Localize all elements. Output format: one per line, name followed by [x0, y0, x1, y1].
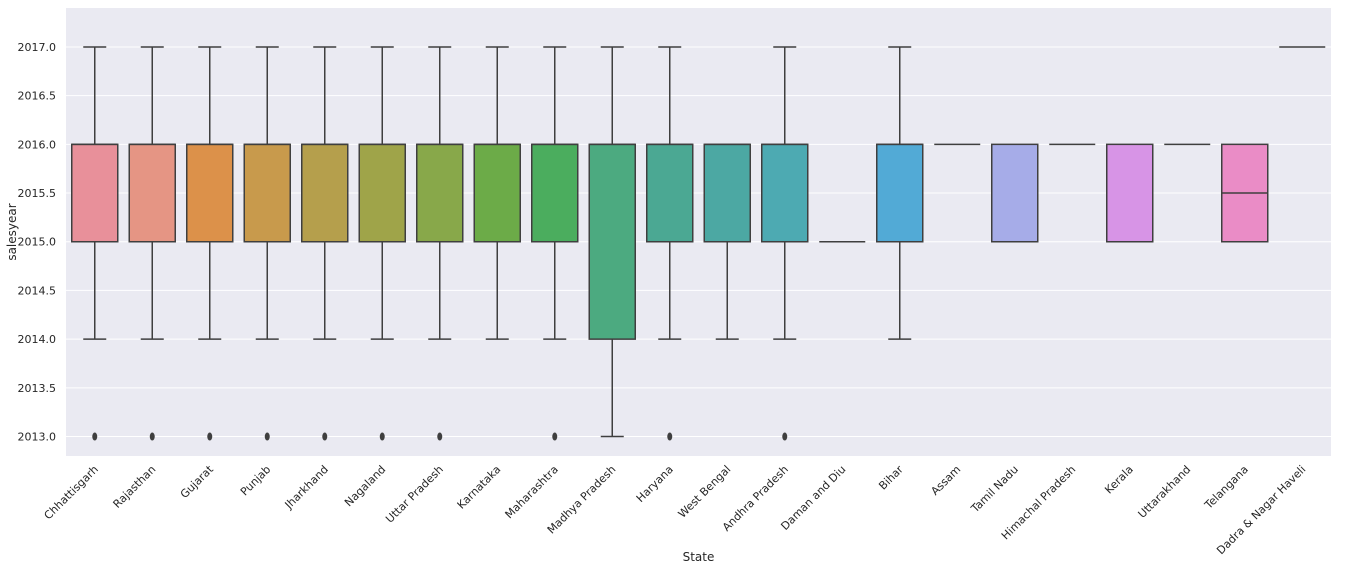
box-body [128, 143, 176, 243]
box-body [358, 143, 406, 243]
outlier-point [92, 432, 98, 441]
x-axis-title: State [683, 550, 715, 564]
box-body [646, 143, 694, 243]
x-axis-ticks: Chhattisgarh Rajasthan Gujarat Punjab Jharkh… [42, 462, 1309, 557]
x-tick-label: West Bengal [676, 463, 734, 521]
box-body [1106, 143, 1154, 243]
box-series [71, 46, 1326, 441]
box-body [991, 143, 1039, 243]
x-tick-label: Maharashtra [503, 463, 561, 521]
box-body [703, 143, 751, 243]
box-tamil-nadu [991, 143, 1039, 243]
box-nagaland [358, 46, 406, 441]
box-jharkhand [301, 46, 349, 441]
outlier-point [264, 432, 270, 441]
x-tick-label: Rajasthan [111, 463, 159, 511]
outlier-point [149, 432, 155, 441]
y-tick-label: 2017.0 [18, 41, 57, 54]
box-west-bengal [703, 143, 751, 340]
y-tick-label: 2015.0 [18, 236, 57, 249]
x-tick-label: Bihar [876, 463, 906, 493]
x-tick-label: Tamil Nadu [968, 463, 1021, 516]
box-kerala [1106, 143, 1154, 243]
outlier-point [379, 432, 385, 441]
x-tick-label: Chhattisgarh [42, 463, 101, 522]
y-tick-label: 2014.0 [18, 333, 57, 346]
box-gujarat [186, 46, 234, 441]
box-madhya-pradesh [588, 46, 636, 438]
outlier-point [437, 432, 443, 441]
x-tick-label: Nagaland [342, 463, 388, 509]
y-tick-label: 2016.5 [18, 90, 57, 103]
x-tick-label: Assam [928, 463, 963, 498]
box-body [243, 143, 291, 243]
outlier-point [667, 432, 673, 441]
box-rajasthan [128, 46, 176, 441]
box-andhra-pradesh [761, 46, 809, 441]
x-tick-label: Gujarat [178, 462, 217, 501]
y-tick-label: 2016.0 [18, 138, 57, 151]
box-body [186, 143, 234, 243]
x-tick-label: Jharkhand [282, 463, 331, 512]
box-body [531, 143, 579, 243]
x-tick-label: Haryana [634, 463, 676, 505]
box-haryana [646, 46, 694, 441]
x-tick-label: Uttar Pradesh [383, 463, 446, 526]
box-body [876, 143, 924, 243]
y-tick-label: 2013.0 [18, 431, 57, 444]
box-body [71, 143, 119, 243]
x-tick-label: Uttarakhand [1136, 463, 1194, 521]
box-body [473, 143, 521, 243]
box-bihar [876, 46, 924, 340]
box-body [416, 143, 464, 243]
outlier-point [207, 432, 213, 441]
box-body [301, 143, 349, 243]
box-punjab [243, 46, 291, 441]
box-maharashtra [531, 46, 579, 441]
box-telangana [1221, 143, 1269, 243]
y-tick-label: 2015.5 [18, 187, 57, 200]
y-axis-title: salesyear [5, 203, 19, 260]
outlier-point [552, 432, 558, 441]
y-axis-ticks: 2013.0 2013.5 2014.0 2014.5 2015.0 2015.5 2016… [18, 41, 57, 444]
x-tick-label: Kerala [1102, 463, 1136, 497]
box-body [761, 143, 809, 243]
x-tick-label: Telangana [1201, 463, 1250, 512]
outlier-point [322, 432, 328, 441]
box-chhattisgarh [71, 46, 119, 441]
x-tick-label: Punjab [238, 463, 273, 498]
x-tick-label: Karnataka [455, 463, 504, 512]
outlier-point [782, 432, 788, 441]
y-tick-label: 2013.5 [18, 382, 57, 395]
y-tick-label: 2014.5 [18, 284, 57, 297]
box-body [588, 143, 636, 340]
box-karnataka [473, 46, 521, 340]
box-uttar-pradesh [416, 46, 464, 441]
